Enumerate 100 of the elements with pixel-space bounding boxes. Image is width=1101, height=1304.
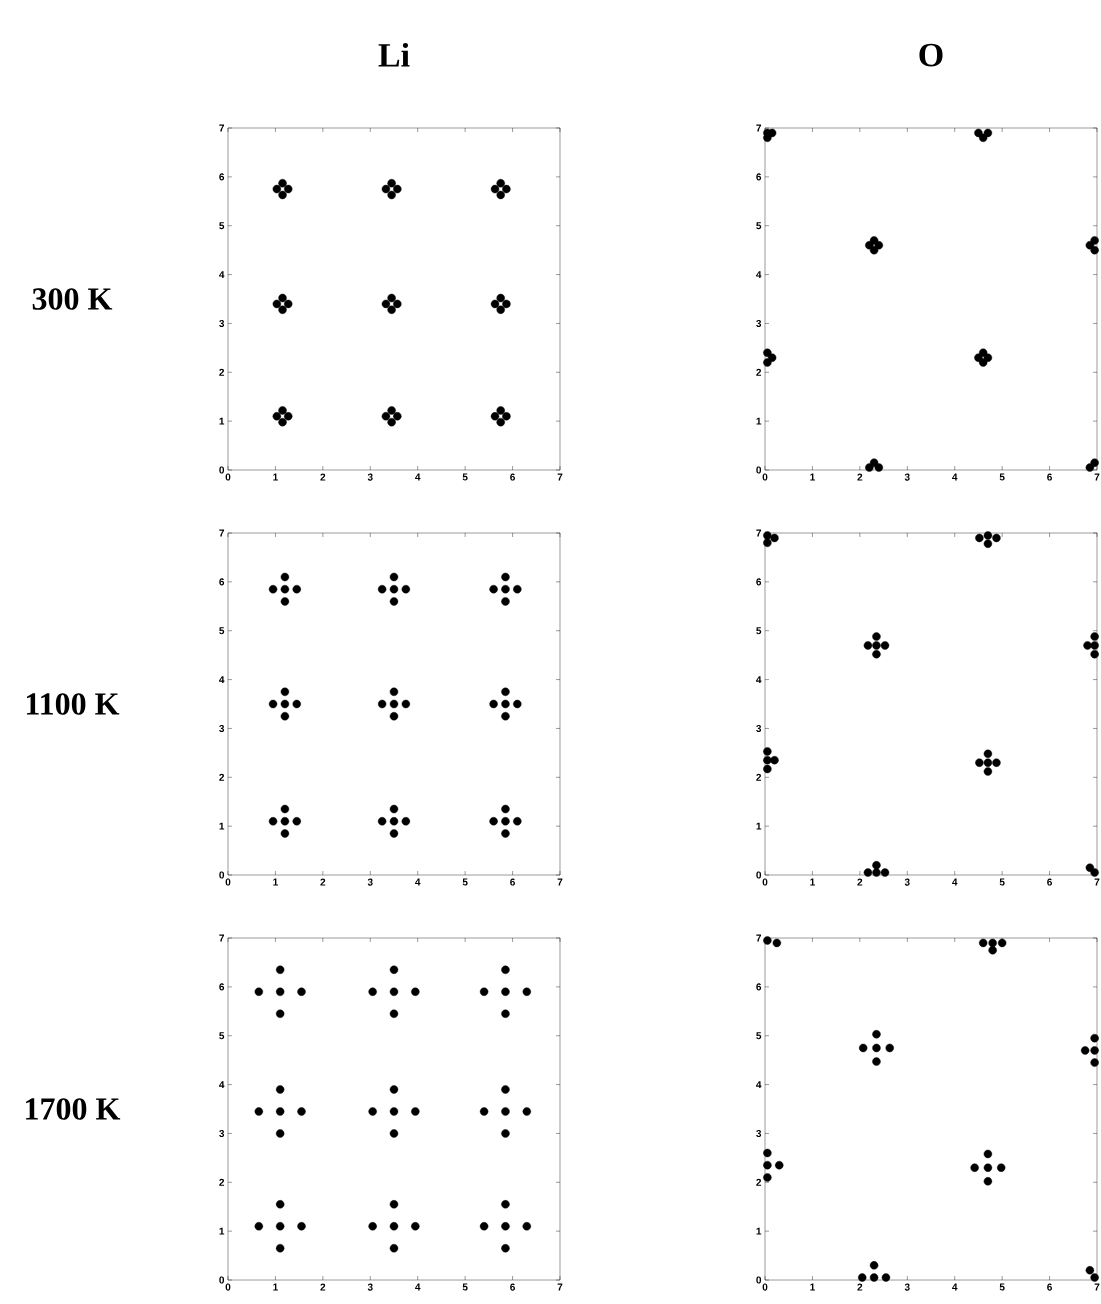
x-tick-label: 6 [1047, 878, 1052, 886]
x-tick-label: 2 [857, 1283, 863, 1291]
y-tick-label: 0 [219, 871, 225, 879]
x-tick-label: 5 [999, 878, 1005, 886]
y-tick-label: 7 [756, 124, 762, 132]
x-tick-label: 1 [273, 1283, 278, 1291]
x-tick-label: 6 [510, 1283, 515, 1291]
y-tick-label: 4 [756, 676, 762, 684]
x-tick-label: 6 [510, 878, 515, 886]
y-tick-label: 1 [756, 417, 762, 425]
y-tick-label: 5 [756, 1032, 762, 1040]
y-tick-label: 0 [219, 466, 225, 474]
y-tick-label: 0 [219, 1276, 225, 1284]
x-tick-label: 7 [1094, 473, 1100, 481]
y-tick-label: 3 [219, 319, 225, 327]
x-tick-label: 4 [415, 1283, 421, 1291]
x-tick-label: 2 [320, 878, 326, 886]
y-tick-label: 2 [219, 773, 225, 781]
x-tick-label: 1 [273, 473, 278, 481]
y-tick-label: 2 [219, 1178, 225, 1186]
y-tick-label: 6 [219, 578, 225, 586]
x-tick-label: 7 [557, 473, 563, 481]
y-tick-label: 5 [756, 222, 762, 230]
x-tick-label: 6 [510, 473, 515, 481]
y-tick-label: 4 [219, 271, 225, 279]
y-axis-title: 1100 K [26, 693, 120, 715]
x-tick-label: 4 [952, 878, 958, 886]
x-tick-label: 4 [415, 878, 421, 886]
y-tick-label: 5 [219, 627, 225, 635]
x-tick-label: 0 [225, 878, 231, 886]
x-tick-label: 3 [367, 878, 373, 886]
y-tick-label: 7 [219, 934, 225, 942]
y-tick-label: 7 [756, 934, 762, 942]
x-tick-label: 5 [462, 1283, 468, 1291]
y-tick-label: 4 [219, 1081, 225, 1089]
x-tick-label: 4 [415, 473, 421, 481]
x-tick-label: 3 [904, 878, 910, 886]
y-tick-label: 7 [219, 529, 225, 537]
x-tick-label: 6 [1047, 473, 1052, 481]
y-axis-title: 300 K [32, 288, 113, 310]
x-tick-label: 7 [557, 878, 563, 886]
y-tick-label: 7 [756, 529, 762, 537]
y-tick-label: 1 [756, 1227, 762, 1235]
y-tick-label: 1 [219, 417, 225, 425]
y-tick-label: 4 [756, 1081, 762, 1089]
x-tick-label: 1 [810, 878, 815, 886]
y-tick-label: 1 [219, 822, 225, 830]
x-tick-label: 0 [225, 473, 231, 481]
x-tick-label: 5 [999, 1283, 1005, 1291]
x-tick-label: 7 [557, 1283, 563, 1291]
x-tick-label: 5 [462, 473, 468, 481]
x-tick-label: 5 [999, 473, 1005, 481]
x-tick-label: 2 [857, 473, 863, 481]
x-tick-label: 5 [462, 878, 468, 886]
y-tick-label: 3 [219, 1129, 225, 1137]
x-tick-label: 2 [320, 1283, 326, 1291]
y-axis-title: 1700 K [26, 1098, 121, 1120]
x-tick-label: 2 [320, 473, 326, 481]
y-tick-label: 4 [756, 271, 762, 279]
x-tick-label: 0 [225, 1283, 231, 1291]
y-tick-label: 1 [219, 1227, 225, 1235]
x-tick-label: 6 [1047, 1283, 1052, 1291]
x-tick-label: 7 [1094, 878, 1100, 886]
x-tick-label: 3 [904, 1283, 910, 1291]
y-tick-label: 3 [756, 724, 762, 732]
y-tick-label: 5 [756, 627, 762, 635]
y-tick-label: 7 [219, 124, 225, 132]
x-tick-label: 4 [952, 473, 958, 481]
y-tick-label: 0 [756, 1276, 762, 1284]
y-tick-label: 5 [219, 1032, 225, 1040]
y-tick-label: 2 [756, 368, 762, 376]
x-tick-label: 2 [857, 878, 863, 886]
y-tick-label: 4 [219, 676, 225, 684]
x-tick-label: 0 [762, 878, 768, 886]
chart-title: O [919, 43, 943, 67]
x-tick-label: 1 [273, 878, 278, 886]
y-tick-label: 2 [756, 773, 762, 781]
y-tick-label: 3 [756, 319, 762, 327]
chart-title: Li [378, 42, 410, 67]
y-tick-label: 5 [219, 222, 225, 230]
y-tick-label: 6 [756, 578, 762, 586]
y-tick-label: 6 [219, 983, 225, 991]
y-tick-label: 2 [756, 1178, 762, 1186]
x-tick-label: 3 [904, 473, 910, 481]
x-tick-label: 0 [762, 1283, 768, 1291]
x-tick-label: 3 [367, 1283, 373, 1291]
y-tick-label: 6 [756, 173, 762, 181]
y-tick-label: 0 [756, 466, 762, 474]
x-tick-label: 1 [810, 473, 815, 481]
y-tick-label: 1 [756, 822, 762, 830]
y-tick-label: 2 [219, 368, 225, 376]
x-tick-label: 7 [1094, 1283, 1100, 1291]
y-tick-label: 3 [219, 724, 225, 732]
x-tick-label: 1 [810, 1283, 815, 1291]
y-tick-label: 0 [756, 871, 762, 879]
y-tick-label: 6 [756, 983, 762, 991]
x-tick-label: 4 [952, 1283, 958, 1291]
y-tick-label: 3 [756, 1129, 762, 1137]
x-tick-label: 3 [367, 473, 373, 481]
y-tick-label: 6 [219, 173, 225, 181]
